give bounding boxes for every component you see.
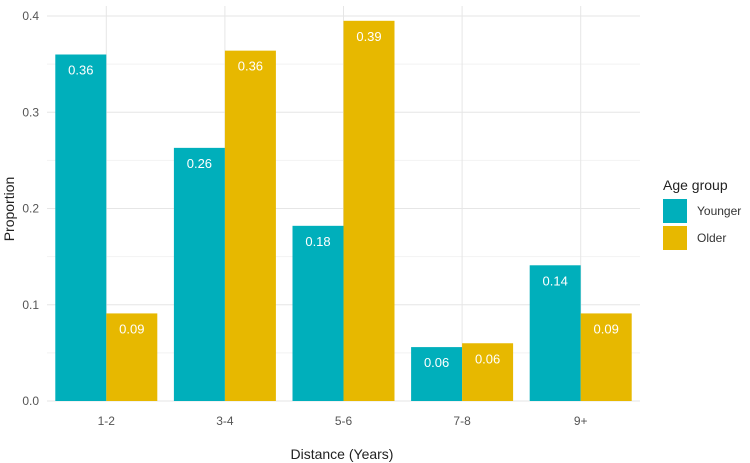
y-tick-label: 0.1 <box>22 298 39 312</box>
bar-value-label: 0.39 <box>356 29 381 44</box>
x-tick-label: 7-8 <box>453 414 471 428</box>
y-tick-label: 0.0 <box>22 394 39 408</box>
bar-younger-3-4 <box>173 147 225 401</box>
x-tick-label: 9+ <box>574 414 588 428</box>
x-tick-label: 5-6 <box>335 414 353 428</box>
bar-older-3-4 <box>224 50 276 402</box>
bar-value-label: 0.14 <box>543 273 568 288</box>
x-axis-ticks: 1-2 3-4 5-6 7-8 9+ <box>98 414 588 428</box>
bar-value-label: 0.36 <box>238 59 263 74</box>
bar-younger-7-8 <box>411 347 463 401</box>
bar-value-label: 0.18 <box>305 234 330 249</box>
bar-value-label: 0.06 <box>475 351 500 366</box>
bar-younger-9+ <box>529 265 581 401</box>
y-tick-label: 0.2 <box>22 202 39 216</box>
bar-value-label: 0.09 <box>119 321 144 336</box>
bar-older-1-2 <box>106 313 158 401</box>
bar-value-label: 0.36 <box>68 63 93 78</box>
y-tick-label: 0.4 <box>22 9 39 23</box>
legend-label-younger: Younger <box>697 204 741 218</box>
legend-key-younger <box>663 199 687 223</box>
y-axis-ticks: 0.0 0.1 0.2 0.3 0.4 <box>22 9 39 408</box>
bar-value-label: 0.06 <box>424 355 449 370</box>
bar-older-9+ <box>580 313 632 401</box>
bar-younger-1-2 <box>55 54 107 401</box>
bar-older-5-6 <box>343 20 395 401</box>
x-tick-label: 1-2 <box>98 414 116 428</box>
y-axis-title: Proportion <box>1 177 17 242</box>
x-tick-label: 3-4 <box>216 414 234 428</box>
y-tick-label: 0.3 <box>22 105 39 119</box>
bar-older-7-8 <box>462 343 514 401</box>
x-axis-title: Distance (Years) <box>291 446 394 462</box>
bar-value-label: 0.09 <box>594 321 619 336</box>
legend: Age group Younger Older <box>663 177 741 250</box>
legend-title: Age group <box>663 177 728 193</box>
bar-value-label: 0.26 <box>187 156 212 171</box>
bar-younger-5-6 <box>292 225 344 401</box>
bars <box>55 20 632 402</box>
bar-labels: 0.36 0.09 0.26 0.36 0.18 0.39 0.06 0.06 0.14 0.09 <box>68 29 619 370</box>
legend-key-older <box>663 226 687 250</box>
legend-label-older: Older <box>697 231 726 245</box>
